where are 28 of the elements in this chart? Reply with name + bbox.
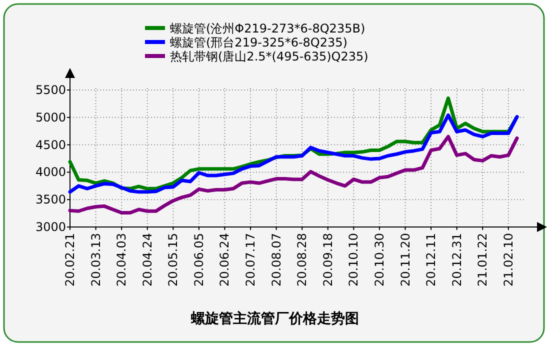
y-tick-label: 5500 (35, 83, 66, 97)
legend-label: 螺旋管(沧州Φ219-273*6-8Q235B) (170, 22, 366, 36)
x-tick-label: 20.04.24 (140, 233, 154, 286)
y-tick-label: 3500 (35, 192, 66, 207)
x-tick-label: 20.12.11 (424, 233, 438, 286)
x-tick-label: 20.10.30 (372, 233, 386, 286)
x-tick-label: 20.02.21 (63, 233, 77, 286)
x-tick-label: 20.12.31 (450, 233, 464, 286)
x-tick-label: 20.09.18 (320, 233, 335, 286)
y-tick-label: 4000 (35, 165, 66, 180)
y-tick-label: 3000 (35, 220, 66, 234)
x-tick-label: 20.03.13 (88, 233, 103, 286)
x-tick-label: 20.06.05 (192, 233, 206, 286)
x-tick-label: 20.07.17 (244, 233, 258, 286)
x-tick-label: 20.10.10 (346, 233, 361, 286)
y-tick-label: 5000 (35, 110, 66, 124)
x-tick-label: 21.02.10 (501, 233, 516, 286)
text: 螺旋管主流管厂价格走势图 (190, 310, 359, 327)
x-tick-label: 20.08.07 (269, 233, 284, 286)
x-tick-label: 20.08.28 (295, 233, 310, 286)
y-tick-label: 4500 (35, 138, 66, 152)
legend-label: 热轧带钢(唐山2.5*(495-635)Q235) (170, 50, 368, 64)
x-tick-label: 20.11.20 (398, 233, 412, 286)
x-tick-label: 21.01.22 (476, 233, 490, 286)
x-tick-label: 20.04.03 (114, 233, 129, 286)
x-tick-label: 20.06.24 (218, 233, 232, 286)
x-tick-label: 20.05.15 (166, 233, 180, 286)
legend-label: 螺旋管(邢台219-325*6-8Q235) (170, 36, 348, 50)
